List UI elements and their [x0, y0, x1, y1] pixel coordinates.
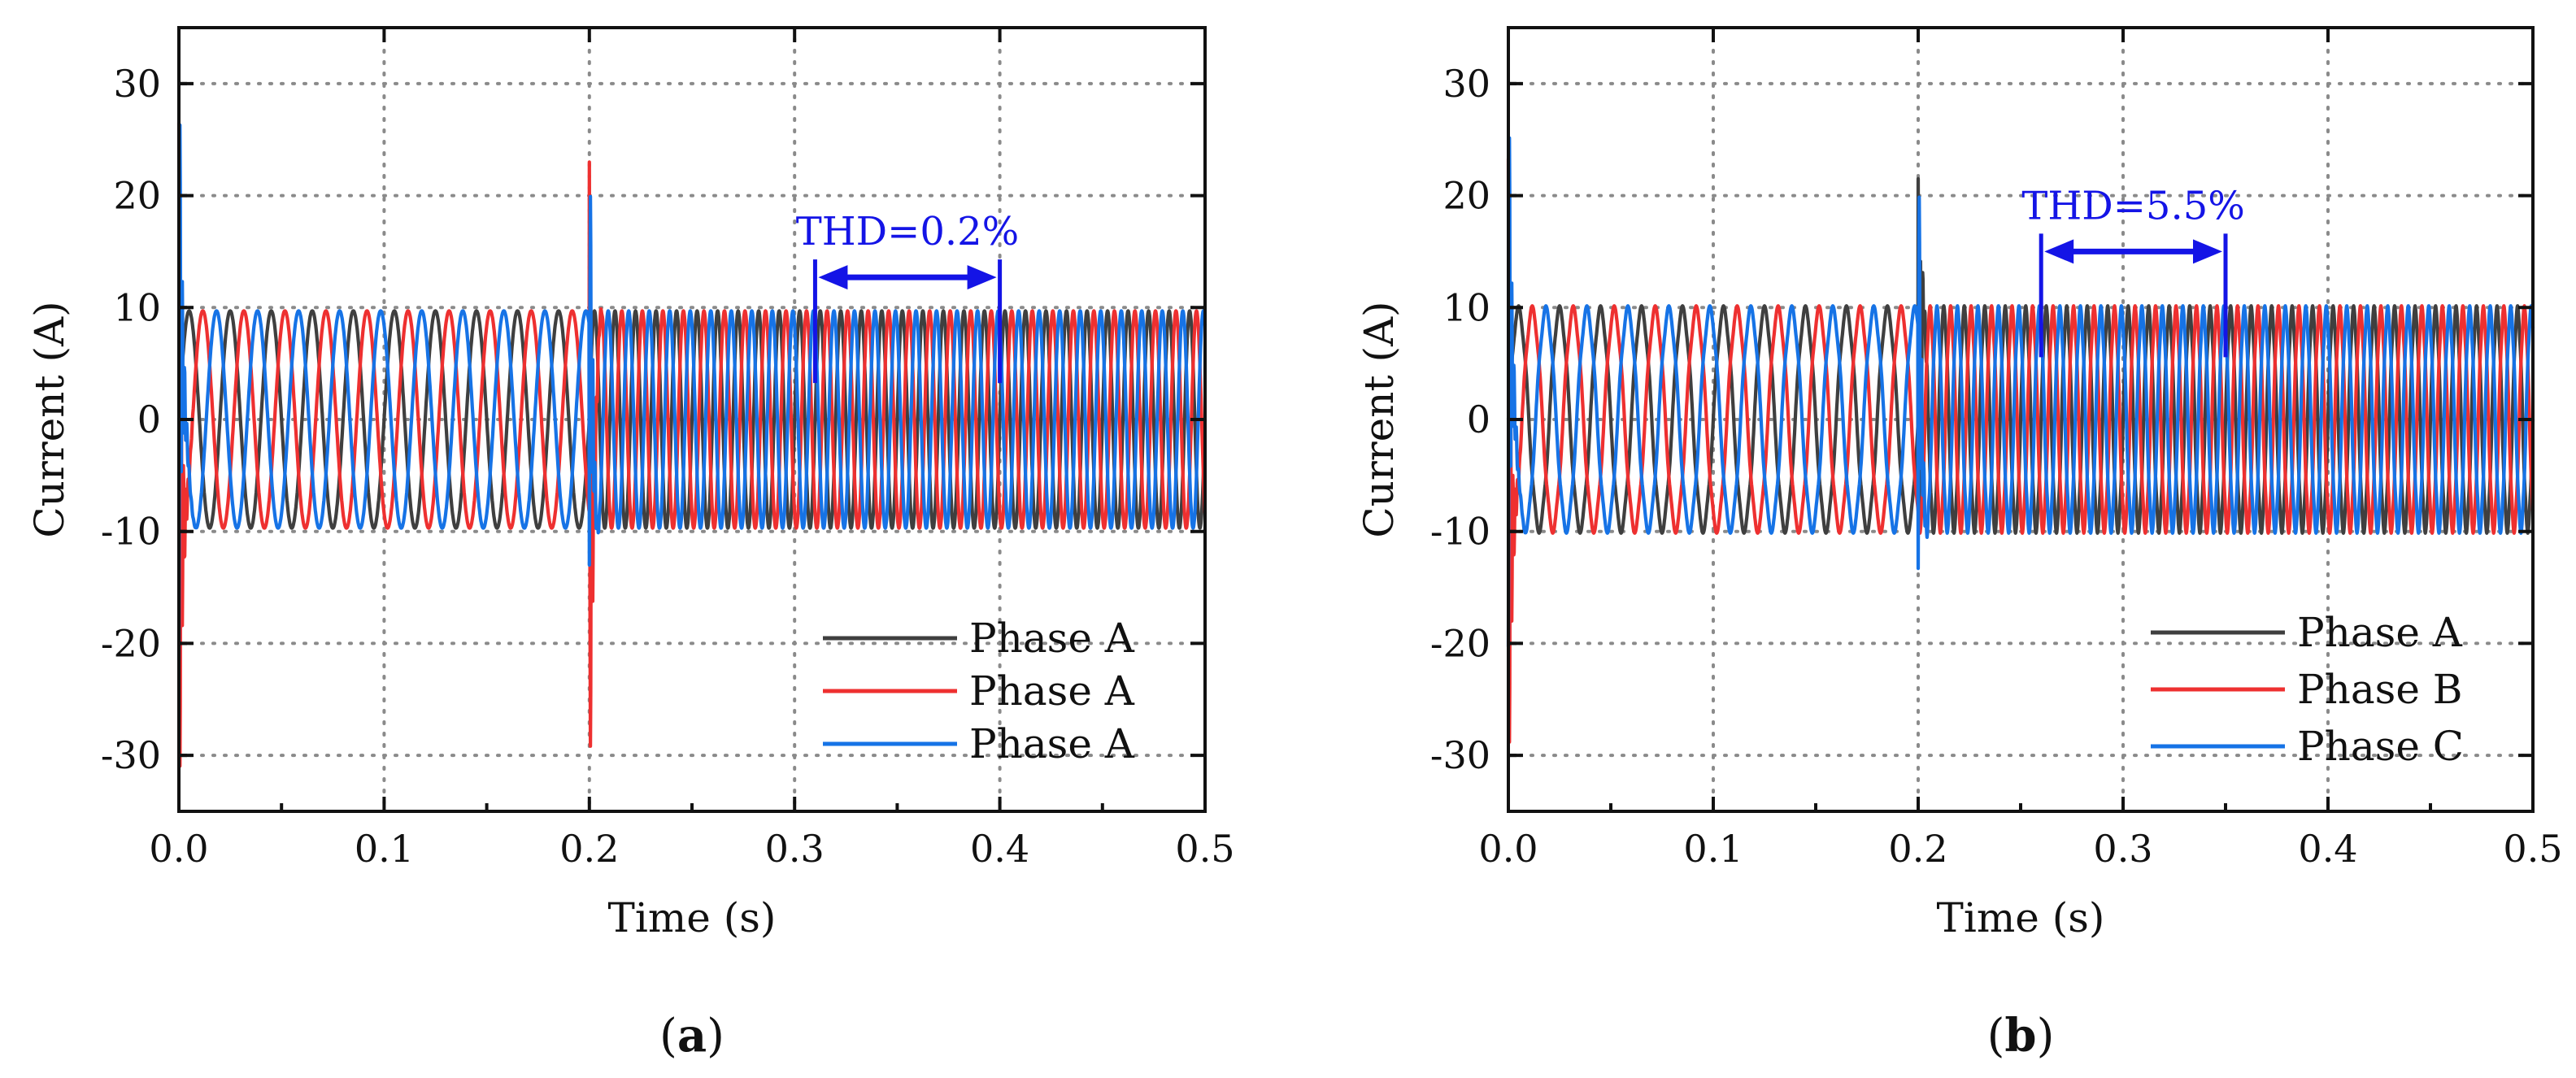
y-tick-label: 10: [1442, 285, 1490, 329]
legend: Phase A Phase B Phase C: [2151, 609, 2464, 770]
y-tick-label: -20: [1430, 621, 1490, 665]
panel-caption: (a): [659, 1009, 724, 1063]
y-tick-label: -10: [1430, 510, 1490, 554]
y-axis-title: Current (A): [1355, 301, 1403, 537]
legend-label: Phase B: [2297, 666, 2463, 713]
thd-label: THD=5.5%: [2021, 183, 2245, 228]
x-tick-label: 0.2: [559, 827, 619, 871]
series-group: [1506, 136, 2535, 744]
x-axis-title: Time (s): [1937, 894, 2105, 941]
x-tick-label: 0.1: [1683, 827, 1743, 871]
x-tick-label: 0.5: [2503, 827, 2562, 871]
x-tick-label: 0.1: [355, 827, 414, 871]
y-tick-label: -20: [101, 621, 161, 665]
y-tick-label: 30: [1442, 62, 1490, 106]
legend: Phase A Phase A Phase A: [823, 615, 1135, 767]
x-tick-label: 0.5: [1175, 827, 1234, 871]
panel-caption-open-paren: (: [659, 1010, 677, 1063]
series-line-phase-b-1: [1506, 159, 2535, 744]
y-tick-label: 0: [1467, 398, 1490, 441]
x-tick-label: 0.4: [2298, 827, 2357, 871]
thd-label: THD=0.2%: [796, 209, 1020, 254]
x-tick-label: 0.0: [1478, 827, 1538, 871]
panel-caption-close-paren: ): [2037, 1010, 2055, 1063]
panel-b: 0.0 0.1 0.2 0.3 0.4 0.5 30 20 10 0 -10 -20 -30 Time (…: [1355, 26, 2563, 1063]
legend-label: Phase A: [2297, 609, 2463, 656]
y-tick-label: 10: [113, 285, 161, 329]
series-line-phase-c-2: [1506, 136, 2535, 647]
x-tick-label: 0.2: [1888, 827, 1947, 871]
y-tick-label: -30: [1430, 733, 1490, 777]
x-axis-title: Time (s): [608, 894, 777, 941]
legend-label: Phase A: [969, 720, 1135, 767]
y-tick-label: -10: [101, 510, 161, 554]
y-axis-title: Current (A): [26, 301, 73, 537]
panel-caption-close-paren: ): [707, 1010, 724, 1063]
series-line-phase-a-0: [176, 309, 1208, 530]
legend-label: Phase A: [969, 667, 1135, 715]
x-tick-label: 0.3: [765, 827, 825, 871]
panel-a: 0.0 0.1 0.2 0.3 0.4 0.5 30 20 10 0 -10 -20 -30 Time (…: [26, 26, 1235, 1063]
series-line-phase-a-1: [176, 123, 1208, 768]
y-tick-label: 30: [113, 62, 161, 106]
x-tick-label: 0.3: [2093, 827, 2152, 871]
y-tick-label: -30: [101, 733, 161, 777]
series-group: [176, 123, 1208, 768]
thd-arrow-head-left: [2044, 239, 2074, 264]
series-line-phase-a-2: [176, 123, 1208, 661]
x-tick-label: 0.4: [970, 827, 1029, 871]
thd-annotation: THD=0.2%: [796, 209, 1020, 384]
panel-caption-letter: b: [2004, 1009, 2036, 1063]
x-tick-label: 0.0: [149, 827, 208, 871]
y-tick-label: 0: [137, 398, 161, 441]
series-line-phase-a-0: [1506, 176, 2535, 535]
legend-label: Phase A: [969, 615, 1135, 662]
y-tick-label: 20: [1442, 174, 1490, 218]
thd-arrow-head-right: [967, 265, 997, 290]
thd-arrow-head-right: [2193, 239, 2222, 264]
panel-caption: (b): [1987, 1009, 2055, 1063]
panel-caption-open-paren: (: [1987, 1010, 2005, 1063]
thd-arrow-head-left: [818, 265, 848, 290]
legend-label: Phase C: [2297, 723, 2464, 770]
y-tick-label: 20: [113, 174, 161, 218]
thd-annotation: THD=5.5%: [2021, 183, 2245, 358]
panel-caption-letter: a: [677, 1009, 707, 1063]
